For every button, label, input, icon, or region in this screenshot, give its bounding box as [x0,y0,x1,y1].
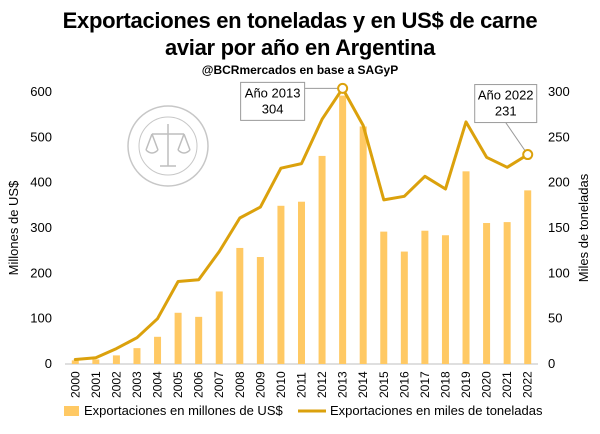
y-right-tick-label: 0 [548,356,555,371]
annotation-value: 231 [495,104,517,119]
x-tick-label: 2012 [315,371,329,398]
y-left-tick-label: 400 [30,175,52,190]
x-tick-label: 2000 [68,371,82,398]
x-tick-label: 2009 [253,371,267,398]
x-tick-label: 2010 [274,371,288,398]
legend: Exportaciones en millones de US$ Exportac… [64,403,543,418]
x-tick-label: 2011 [295,372,309,398]
bar [441,235,449,364]
legend-label-line: Exportaciones en miles de toneladas [330,403,543,418]
bar [277,205,285,364]
y-left-tick-label: 0 [45,356,52,371]
bar [483,223,491,364]
plot-area: 0 100 200 300 400 500 600 0 50 100 150 200 250 300 Mil… [6,81,591,398]
x-tick-label: 2002 [109,371,123,398]
bar [400,251,408,364]
y-left-axis-label: Millones de US$ [6,180,21,275]
x-tick-label: 2005 [171,371,185,398]
annotation-value: 304 [262,101,284,116]
annotation-connector [505,122,529,155]
bar [236,247,244,364]
annotation-box [474,84,538,124]
bar [339,95,347,365]
bar [215,291,223,364]
x-tick-label: 2018 [438,371,452,398]
legend-label-bar: Exportaciones en millones de US$ [84,403,283,418]
y-left-tick-label: 100 [30,311,52,326]
legend-swatch-bar [64,406,79,416]
bar [154,336,162,364]
series-line [73,86,530,361]
x-tick-label: 2003 [130,371,144,398]
annotation-box [240,81,306,121]
x-tick-label: 2015 [377,371,391,398]
x-tick-label: 2013 [336,371,350,398]
bar [380,231,388,364]
y-right-tick-label: 50 [548,311,562,326]
bar [503,222,511,364]
bar [298,201,305,364]
y-left-tick-label: 600 [30,84,52,99]
x-tick-label: 2020 [480,371,494,398]
y-left-tick-label: 300 [30,220,52,235]
x-tick-label: 2019 [459,371,473,398]
chart-subtitle: @BCRmercados en base a SAGyP [202,63,398,77]
x-tick-label: 2001 [89,371,103,398]
y-right-tick-label: 300 [548,84,570,99]
bar [71,360,79,364]
x-tick-label: 2006 [192,371,206,398]
bar [359,126,367,364]
bar [112,355,120,364]
x-tick-label: 2017 [418,371,432,398]
bar [133,348,141,364]
y-left-tick-label: 200 [30,265,52,280]
bar [524,190,532,364]
x-tick-label: 2016 [397,371,411,398]
bar [462,171,470,364]
bar [256,257,264,364]
watermark-seal [127,105,209,187]
annotation-label: Año 2013 [245,85,301,100]
x-tick-label: 2014 [356,371,370,398]
y-right-tick-label: 150 [548,220,570,235]
x-tick-label: 2004 [151,371,165,398]
y-right-tick-label: 100 [548,265,570,280]
bar [318,155,326,364]
annotation-marker [522,149,534,161]
x-tick-label: 2022 [521,371,535,398]
x-tick-label: 2008 [233,371,247,398]
chart-title-line2: aviar por año en Argentina [165,35,436,60]
chart-title: Exportaciones en toneladas y en US$ de c… [63,8,538,33]
x-tick-label: 2007 [212,371,226,398]
annotation-label: Año 2022 [478,88,534,103]
bar [92,359,100,364]
bar [421,230,429,364]
bar [174,312,182,364]
y-right-axis-label: Miles de toneladas [576,173,591,282]
y-left-tick-label: 500 [30,129,52,144]
y-right-tick-label: 250 [548,129,570,144]
annotation-marker [337,82,349,94]
x-tick-label: 2021 [500,371,514,398]
bar [195,316,203,364]
y-right-tick-label: 200 [548,175,570,190]
